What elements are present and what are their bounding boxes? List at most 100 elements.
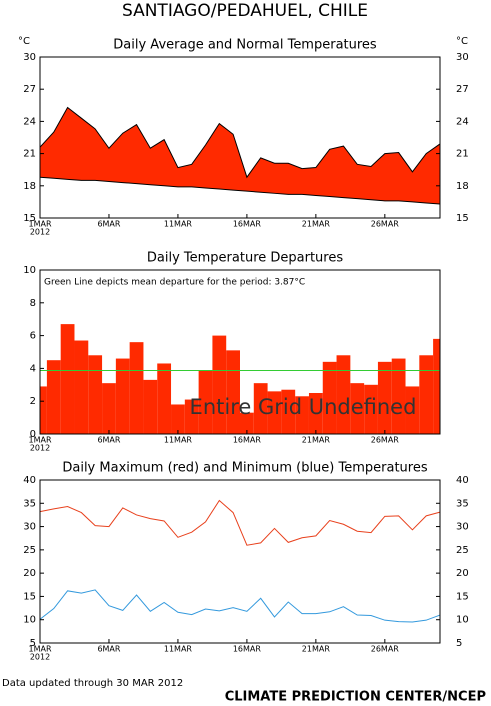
y2-tick-label: 5 [456, 638, 462, 649]
series-line [39, 499, 441, 546]
bar [115, 358, 130, 434]
bar [143, 379, 158, 434]
y-tick-label: 21 [23, 149, 36, 160]
y-tick-label: 25 [23, 545, 36, 556]
bar [171, 404, 185, 434]
y-tick-label: 35 [23, 498, 36, 509]
plot-frame [39, 269, 441, 435]
y-tick-label: 30 [23, 522, 36, 533]
y2-tick-label: 25 [456, 545, 469, 556]
y-tick-label: 15 [23, 591, 36, 602]
series-line [39, 176, 441, 205]
x-tick-label: 6MAR [97, 220, 120, 229]
credit: CLIMATE PREDICTION CENTER/NCEP [225, 690, 486, 705]
bar [377, 361, 392, 434]
bar [433, 338, 440, 434]
update-note: Data updated through 30 MAR 2012 [2, 678, 183, 689]
bar [198, 370, 213, 434]
y-tick-label: 10 [23, 615, 36, 626]
bar [74, 340, 89, 434]
x-tick-label: 21MAR [302, 220, 331, 229]
y-tick-label: 30 [23, 52, 36, 63]
y-tick-label: 8 [30, 298, 36, 309]
series-line [39, 589, 441, 623]
bar [308, 393, 323, 434]
x-tick-label: 16MAR [233, 645, 262, 654]
bar [322, 361, 337, 434]
x-tick-label: 21MAR [302, 645, 331, 654]
y-tick-label: 40 [23, 475, 36, 486]
bar [267, 391, 282, 434]
bar [60, 324, 75, 434]
y-tick-label: 0 [30, 429, 36, 440]
plot-frame [39, 56, 441, 219]
x-year-label: 2012 [30, 228, 50, 237]
x-tick-label: 21MAR [302, 436, 331, 445]
y2-tick-label: 27 [456, 84, 469, 95]
bar [253, 383, 268, 434]
x-tick-label: 26MAR [371, 436, 400, 445]
y2-tick-label: 21 [456, 149, 469, 160]
x-tick-label: 11MAR [164, 436, 193, 445]
y-tick-label: 18 [23, 181, 36, 192]
y-tick-label: 5 [30, 638, 36, 649]
bar [419, 355, 434, 434]
y-tick-label: 15 [23, 213, 36, 224]
y2-tick-label: 20 [456, 568, 469, 579]
y2-tick-label: 30 [456, 52, 469, 63]
bar [88, 355, 103, 434]
y2-tick-label: 15 [456, 591, 469, 602]
chart-title: Daily Average and Normal Temperatures [113, 38, 377, 53]
y-tick-label: 20 [23, 568, 36, 579]
y-axis-label: °C [18, 36, 30, 47]
bar [129, 342, 144, 434]
bar [46, 360, 61, 434]
x-tick-label: 6MAR [97, 436, 120, 445]
y-tick-label: 24 [23, 116, 36, 127]
x-tick-label: 16MAR [233, 436, 262, 445]
bar [40, 386, 47, 434]
y2-tick-label: 35 [456, 498, 469, 509]
plot-frame [39, 479, 441, 644]
y2-tick-label: 10 [456, 615, 469, 626]
bar [405, 386, 420, 434]
x-year-label: 2012 [30, 653, 50, 662]
y-tick-label: 2 [30, 396, 36, 407]
bar [336, 355, 351, 434]
y-tick-label: 10 [23, 265, 36, 276]
x-tick-label: 11MAR [164, 220, 193, 229]
x-tick-label: 26MAR [371, 645, 400, 654]
bar [364, 384, 378, 434]
bar [295, 396, 309, 434]
x-tick-label: 11MAR [164, 645, 193, 654]
bar [240, 412, 254, 434]
page-title: SANTIAGO/PEDAHUEL, CHILE [122, 1, 368, 21]
x-tick-label: 1MAR [28, 436, 51, 445]
bar [226, 350, 240, 434]
bar [391, 358, 406, 434]
bar [281, 389, 296, 434]
overlay-text: Entire Grid Undefined [190, 395, 417, 419]
x-tick-label: 16MAR [233, 220, 262, 229]
bar [102, 383, 116, 434]
y2-tick-label: 18 [456, 181, 469, 192]
series-line [39, 106, 441, 179]
bar [212, 335, 227, 434]
y2-tick-label: 40 [456, 475, 469, 486]
bar [350, 383, 365, 434]
bar [184, 399, 199, 434]
x-tick-label: 1MAR [28, 220, 51, 229]
y-tick-label: 27 [23, 84, 36, 95]
annotation: Green Line depicts mean departure for th… [44, 278, 305, 288]
bar [157, 363, 172, 434]
x-tick-label: 6MAR [97, 645, 120, 654]
y-tick-label: 6 [30, 331, 36, 342]
x-year-label: 2012 [30, 444, 50, 453]
y2-tick-label: 24 [456, 116, 469, 127]
chart-title: Daily Maximum (red) and Minimum (blue) T… [62, 461, 427, 476]
y-tick-label: 4 [30, 363, 36, 374]
y2-axis-label: °C [456, 36, 468, 47]
departure-area [40, 107, 440, 205]
y2-tick-label: 30 [456, 522, 469, 533]
